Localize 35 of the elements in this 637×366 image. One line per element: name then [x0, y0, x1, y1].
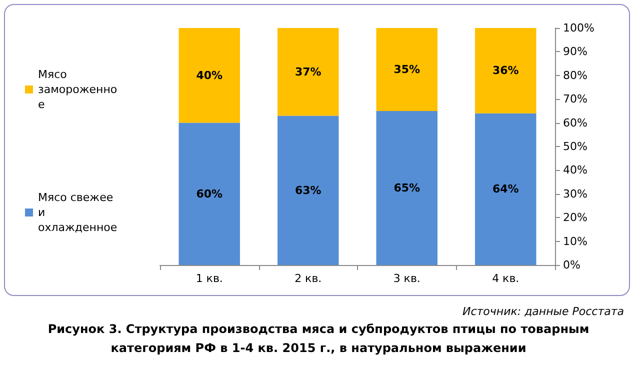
- y-tick-label: 10%: [563, 234, 588, 248]
- data-label: 37%: [294, 65, 322, 78]
- data-label: 40%: [196, 68, 223, 82]
- text: Источник: данные Росстата: [462, 305, 624, 318]
- data-label: 64%: [492, 182, 519, 196]
- y-tick-label: 100%: [563, 22, 594, 34]
- legend-label: Мясо свежее и охлажденное: [38, 191, 118, 234]
- y-tick-label: 20%: [563, 211, 588, 224]
- bar: [475, 113, 536, 265]
- x-tick-label: 2 кв.: [294, 272, 322, 285]
- y-tick-label: 90%: [563, 45, 588, 58]
- y-tick-label: 80%: [563, 68, 588, 82]
- bar: [278, 28, 339, 116]
- bar: [475, 28, 536, 114]
- data-label: 35%: [394, 62, 420, 76]
- y-tick-label: 70%: [563, 92, 588, 106]
- bar: [178, 122, 240, 265]
- y-tick-label: 40%: [563, 164, 588, 177]
- x-tick-label: 1 кв.: [196, 272, 223, 285]
- bar: [278, 116, 339, 265]
- data-label: 36%: [492, 64, 519, 78]
- bar: [376, 28, 438, 111]
- x-tick-label: 4 кв.: [492, 272, 520, 285]
- legend-label: Мясо замороженное: [38, 68, 118, 111]
- data-label: 60%: [196, 187, 223, 200]
- text: Рисунок 3. Структура производства мяса и субпродуктов птицы по товарным категориям РФ в 1-4 кв. 2015 г., в натуральном выражении: [46, 321, 590, 357]
- y-tick-label: 60%: [563, 116, 588, 130]
- data-label: 65%: [394, 181, 420, 194]
- x-tick-label: 3 кв.: [393, 272, 420, 285]
- data-label: 63%: [294, 184, 322, 197]
- y-tick-label: 50%: [563, 140, 588, 153]
- y-tick-label: 0%: [563, 258, 580, 272]
- bar: [376, 110, 438, 265]
- y-tick-label: 30%: [563, 187, 588, 200]
- bar: [178, 28, 240, 123]
